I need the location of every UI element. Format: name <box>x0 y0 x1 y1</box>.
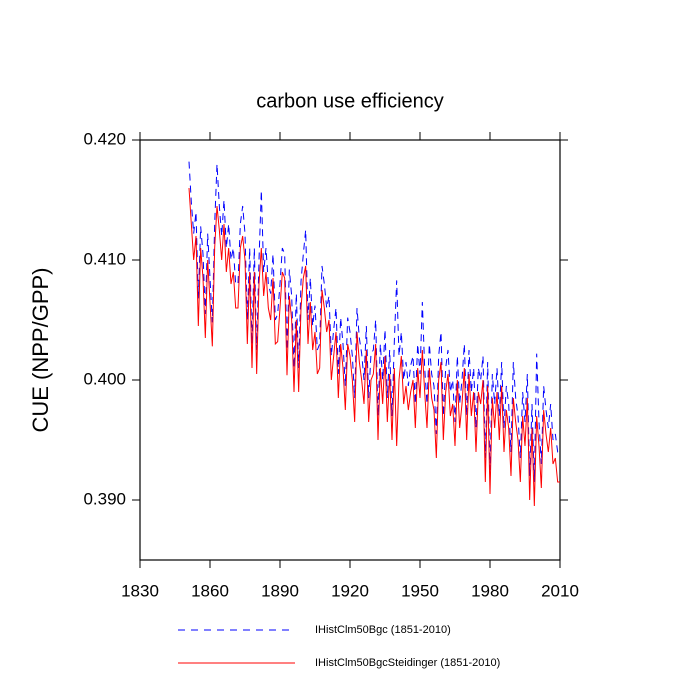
chart-title: carbon use efficiency <box>256 90 444 112</box>
y-tick-label: 0.400 <box>83 369 126 388</box>
x-tick-label: 1890 <box>261 581 299 600</box>
legend-label: IHistClm50BgcSteidinger (1851-2010) <box>315 657 500 669</box>
series-line <box>188 187 560 507</box>
y-axis-label: CUE (NPP/GPP) <box>28 267 53 432</box>
x-tick-label: 1860 <box>191 581 229 600</box>
x-tick-label: 1920 <box>331 581 369 600</box>
series-line <box>188 161 560 483</box>
y-tick-label: 0.410 <box>83 249 126 268</box>
x-tick-label: 1980 <box>471 581 509 600</box>
x-tick-label: 1950 <box>401 581 439 600</box>
y-tick-label: 0.390 <box>83 489 126 508</box>
x-tick-label: 2010 <box>541 581 579 600</box>
y-tick-label: 0.420 <box>83 129 126 148</box>
x-tick-label: 1830 <box>121 581 159 600</box>
plot-frame <box>139 139 561 561</box>
legend-label: IHistClm50Bgc (1851-2010) <box>315 624 451 636</box>
